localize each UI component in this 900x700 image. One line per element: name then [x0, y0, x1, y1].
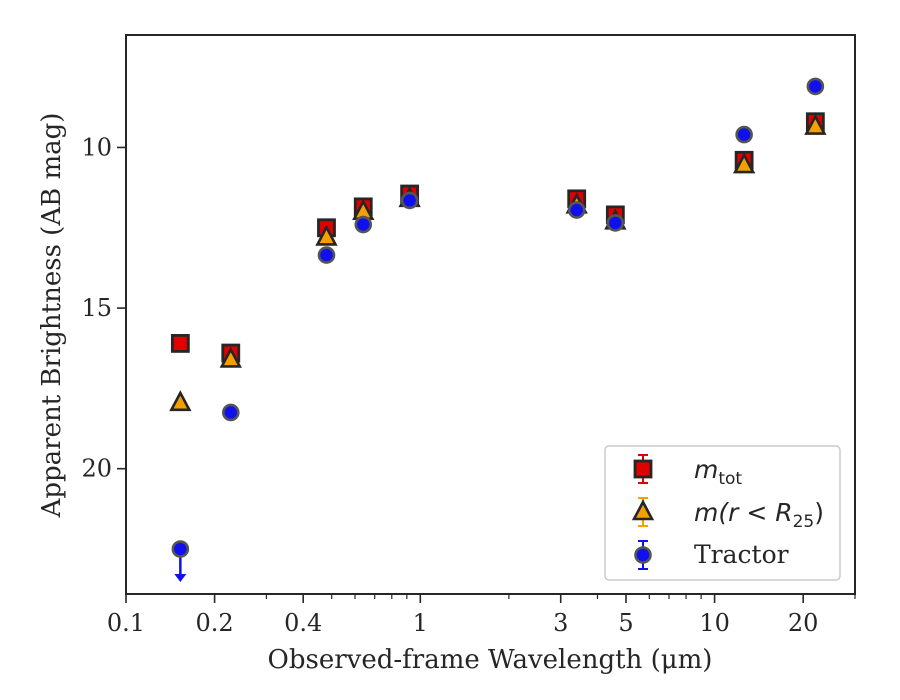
- legend-label: m(r < R25): [694, 498, 824, 532]
- x-tick-label: 3: [553, 609, 568, 637]
- circle-marker: [317, 246, 336, 264]
- x-tick-label: 0.1: [107, 609, 145, 637]
- circle-marker: [400, 191, 419, 210]
- x-tick-label: 0.2: [196, 609, 234, 637]
- x-tick-label: 0.4: [284, 609, 322, 637]
- x-tick-label: 1: [413, 609, 428, 637]
- y-tick-label: 20: [81, 455, 112, 483]
- data-markers: [169, 77, 827, 583]
- legend-circle-marker: [634, 546, 652, 564]
- x-tick-label: 20: [788, 609, 819, 637]
- legend: mtot m(r < R25) Tractor: [604, 445, 841, 581]
- legend-label: Tractor: [694, 540, 789, 569]
- circle-marker: [806, 77, 825, 96]
- x-axis-label: Observed-frame Wavelength (μm): [268, 645, 713, 675]
- triangle-marker: [732, 152, 756, 174]
- plot-frame: [125, 34, 856, 595]
- triangle-marker: [169, 390, 192, 412]
- circle-marker: [354, 215, 373, 234]
- legend-box: [604, 445, 841, 581]
- x-tick-label: 5: [618, 609, 633, 637]
- legend-triangle-marker: [631, 499, 655, 521]
- y-tick-label: 15: [81, 294, 112, 322]
- circle-marker: [735, 125, 753, 144]
- triangle-marker: [804, 113, 827, 135]
- y-axis-label: Apparent Brightness (AB mag): [37, 113, 67, 519]
- circle-marker: [221, 403, 240, 422]
- circle-marker: [171, 540, 190, 558]
- circle-marker: [606, 214, 625, 232]
- x-axis-ticks: 0.1 0.2 0.4 1 3 5 10 20: [107, 594, 856, 637]
- legend-label: mtot: [694, 455, 742, 489]
- triangle-marker: [315, 224, 338, 246]
- legend-items: mtot m(r < R25) Tractor: [631, 454, 824, 570]
- circle-marker: [567, 201, 586, 219]
- y-axis-ticks: 10 15 20: [81, 133, 126, 483]
- upper-limit-arrowhead: [174, 574, 187, 583]
- y-tick-label: 10: [81, 133, 112, 161]
- square-marker: [170, 334, 190, 353]
- x-tick-label: 10: [699, 609, 730, 637]
- legend-square-marker: [633, 459, 653, 479]
- triangle-marker: [219, 346, 242, 368]
